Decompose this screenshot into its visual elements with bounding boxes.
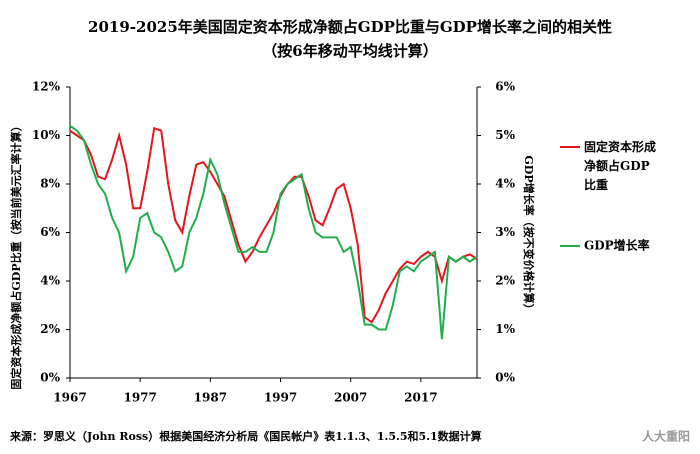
- chart-subtitle: （按6年移动平均线计算）: [262, 42, 437, 60]
- y-tick-label: 2%: [40, 322, 60, 336]
- y2-tick-label: 6%: [495, 80, 515, 94]
- watermark: 人大重阳: [642, 429, 690, 444]
- y-tick-label: 0%: [40, 371, 60, 385]
- x-tick-label: 2007: [334, 391, 367, 405]
- y2-tick-label: 1%: [495, 322, 515, 336]
- y2-tick-label: 5%: [495, 128, 515, 142]
- chart-title: 2019-2025年美国固定资本形成净额占GDP比重与GDP增长率之间的相关性: [88, 18, 612, 36]
- y-tick-label: 8%: [40, 177, 60, 191]
- x-tick-label: 1967: [53, 391, 86, 405]
- x-tick-label: 2017: [404, 391, 437, 405]
- y-tick-label: 6%: [40, 225, 60, 239]
- y2-tick-label: 4%: [495, 177, 515, 191]
- y2-tick-label: 0%: [495, 371, 515, 385]
- y-tick-label: 10%: [32, 128, 61, 142]
- y2-tick-label: 2%: [495, 274, 515, 288]
- x-tick-label: 1997: [264, 391, 297, 405]
- y2-tick-label: 3%: [495, 225, 515, 239]
- y-tick-label: 12%: [32, 80, 61, 94]
- legend-label: 固定资本形成净额占GDP 比重: [584, 139, 656, 192]
- series-line: [69, 126, 478, 324]
- y-tick-label: 4%: [40, 274, 60, 288]
- y-axis-label: 固定资本形成净额占GDP比重（按当前美元汇率计算）: [9, 120, 23, 389]
- legend-label: GDP增长率: [584, 238, 650, 253]
- source: 来源：罗思义（John Ross）根据美国经济分析局《国民帐户》表1.1.3、1…: [9, 429, 482, 443]
- series-line: [69, 124, 478, 340]
- x-tick-label: 1977: [123, 391, 156, 405]
- y2-axis-label: GDP增长率（按不变价格计算）: [522, 155, 536, 314]
- x-tick-label: 1987: [194, 391, 227, 405]
